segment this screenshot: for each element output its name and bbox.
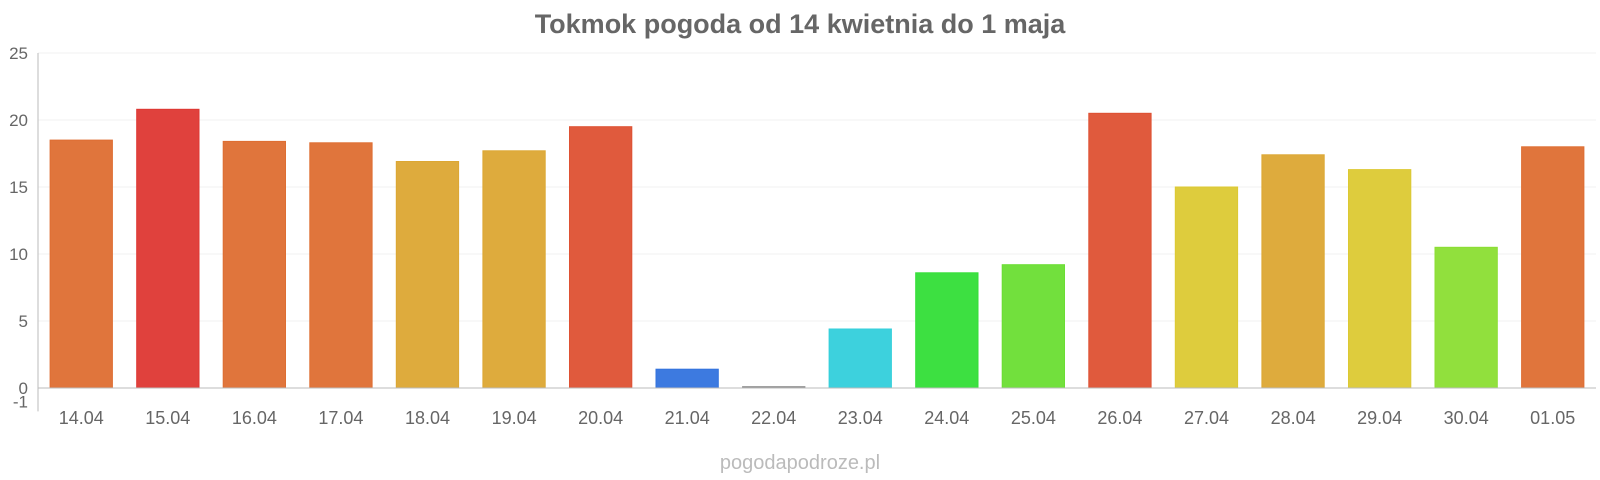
x-tick-label: 20.04 <box>578 408 623 428</box>
x-tick-label: 30.04 <box>1444 408 1489 428</box>
bars <box>49 108 1585 389</box>
x-tick-label: 17.04 <box>318 408 363 428</box>
x-tick-label: 29.04 <box>1357 408 1402 428</box>
bar-17.04 <box>309 142 373 389</box>
y-tick-label: 25 <box>9 44 28 63</box>
x-tick-label: 25.04 <box>1011 408 1056 428</box>
bar-30.04 <box>1434 246 1498 389</box>
bar-26.04 <box>1088 112 1152 389</box>
bar-20.04 <box>569 126 633 389</box>
x-tick-label: 18.04 <box>405 408 450 428</box>
y-tick-label: 20 <box>9 111 28 130</box>
bar-15.04 <box>136 108 200 389</box>
bar-25.04 <box>1001 264 1066 389</box>
bar-14.04 <box>49 139 113 389</box>
x-axis-ticks: 14.04 15.04 16.04 17.04 18.04 19.04 20.04 21.04… <box>59 408 1575 428</box>
bar-27.04 <box>1174 186 1239 389</box>
x-tick-label: 15.04 <box>145 408 190 428</box>
bar-24.04 <box>915 272 979 389</box>
x-tick-label: 24.04 <box>924 408 969 428</box>
bar-16.04 <box>222 140 286 389</box>
y-axis-ticks: -10 5 10 15 20 25 <box>9 44 28 411</box>
x-tick-label: 26.04 <box>1097 408 1142 428</box>
gridlines <box>38 52 1596 322</box>
x-tick-label: 01.05 <box>1530 408 1575 428</box>
y-tick-label: 5 <box>19 312 28 331</box>
x-tick-label: 19.04 <box>492 408 537 428</box>
y-tick-label: -1 <box>13 392 28 411</box>
x-tick-label: 27.04 <box>1184 408 1229 428</box>
x-tick-label: 14.04 <box>59 408 104 428</box>
y-tick-label: 15 <box>9 178 28 197</box>
chart-title: Tokmok pogoda od 14 kwietnia do 1 maja <box>535 9 1067 39</box>
bar-19.04 <box>482 150 546 389</box>
x-tick-label: 23.04 <box>838 408 883 428</box>
x-tick-label: 22.04 <box>751 408 796 428</box>
y-tick-label: 10 <box>9 245 28 264</box>
bar-23.04 <box>828 328 892 389</box>
bar-21.04 <box>655 368 719 389</box>
bar-18.04 <box>395 161 460 389</box>
bar-28.04 <box>1261 154 1325 389</box>
bar-29.04 <box>1348 169 1412 389</box>
y-tick-label: 0 <box>19 379 28 398</box>
watermark: pogodapodroze.pl <box>720 452 880 474</box>
bar-01.05 <box>1521 146 1585 389</box>
x-tick-label: 16.04 <box>232 408 277 428</box>
x-tick-label: 21.04 <box>665 408 710 428</box>
x-tick-label: 28.04 <box>1271 408 1316 428</box>
